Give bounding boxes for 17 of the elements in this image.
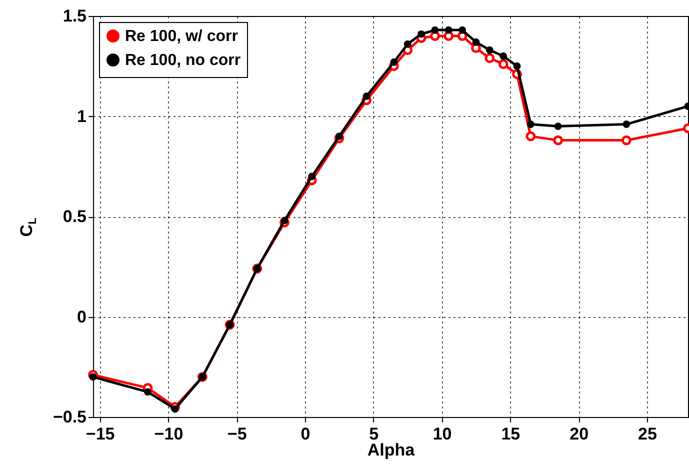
- x-axis-title: Alpha: [367, 440, 416, 460]
- x-tick-label: 0: [300, 424, 310, 444]
- x-tick-label: 20: [570, 424, 589, 444]
- x-tick-label: 15: [501, 424, 520, 444]
- x-tick-label: −15: [86, 424, 115, 444]
- y-tick-label: 0: [77, 307, 86, 326]
- y-tick-label: 0.5: [62, 207, 86, 226]
- y-tick-label: −0.5: [52, 408, 86, 426]
- y-tick-label: 1.5: [62, 6, 86, 26]
- x-tick-label: 25: [638, 424, 657, 444]
- legend-label: Re 100, w/ corr: [125, 28, 238, 45]
- x-tick-label: −10: [154, 424, 184, 444]
- x-tick-label: −5: [227, 424, 247, 444]
- legend-label: Re 100, no corr: [125, 52, 241, 69]
- y-tick-label: 1: [77, 106, 86, 126]
- x-tick-label: 10: [432, 424, 452, 444]
- x-tick-label: 5: [369, 424, 379, 444]
